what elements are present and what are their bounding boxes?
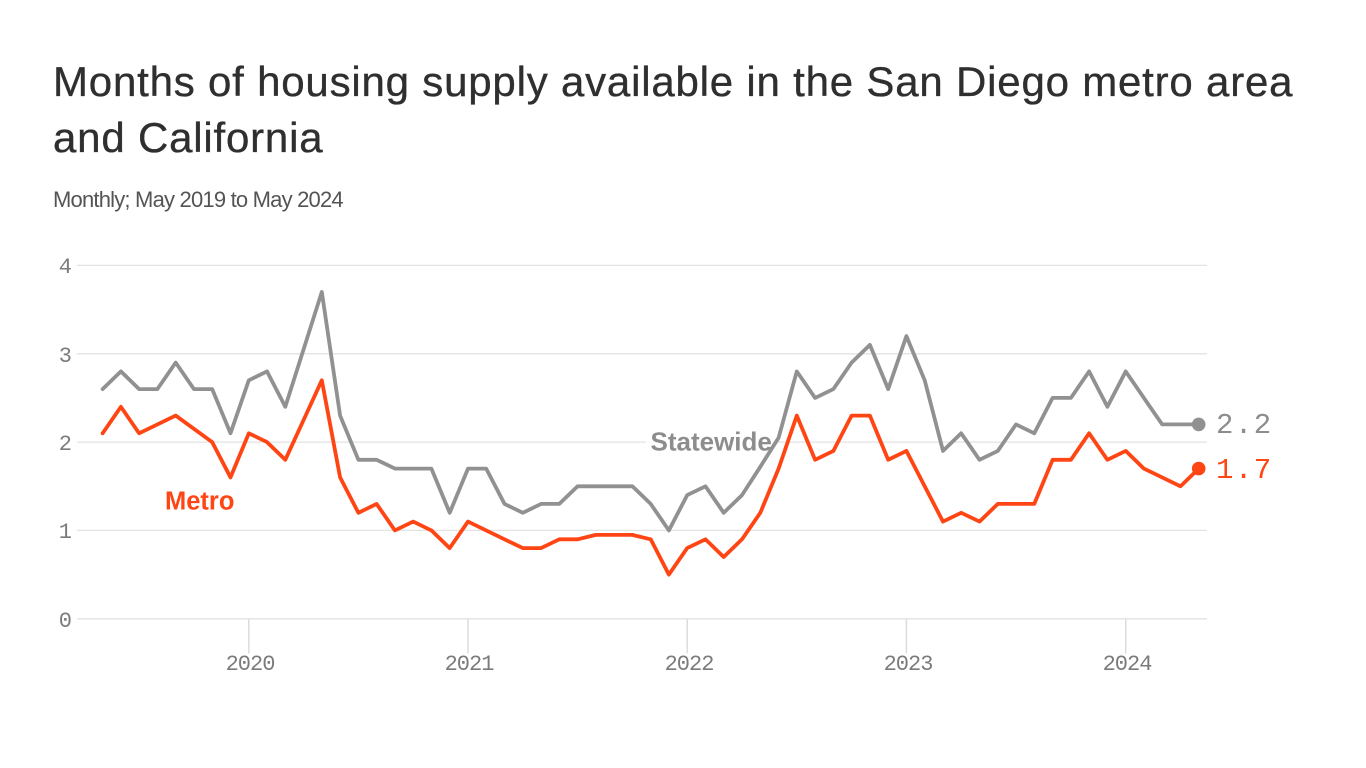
svg-text:Metro: Metro — [165, 488, 234, 516]
svg-text:Statewide: Statewide — [651, 427, 772, 457]
